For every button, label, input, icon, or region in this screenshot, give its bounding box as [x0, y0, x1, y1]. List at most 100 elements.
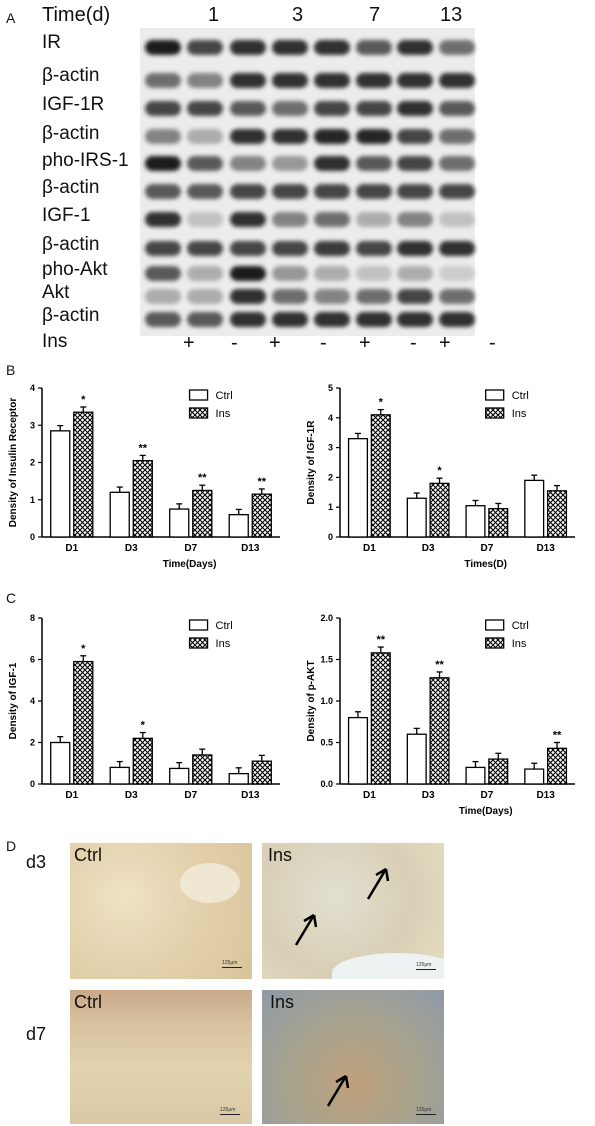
bar-ins: [192, 489, 213, 538]
legend-swatch-ctrl: [188, 389, 209, 401]
blot-band: [230, 40, 266, 55]
blot-band: [230, 184, 266, 199]
ins-sign: -: [410, 332, 417, 354]
y-tick-label: 2.0: [320, 613, 333, 623]
blot-row-label: IR: [42, 32, 61, 53]
blot-row-label: β-actin: [42, 305, 100, 326]
blot-band: [397, 266, 433, 281]
scale-bar-label: 125μm: [416, 1107, 432, 1113]
x-tick-label: D7: [480, 790, 493, 801]
y-tick-label: 0: [30, 779, 35, 789]
chart-insulin-receptor: 0 1 2 3 4 * D1 ** D3 ** D7 ** D13 Density of Insulin …: [8, 383, 280, 570]
blot-band: [439, 266, 475, 281]
x-tick-label: D13: [536, 790, 555, 801]
scale-bar: [416, 969, 436, 970]
blot-band: [145, 266, 181, 281]
bar-ctrl: [109, 491, 130, 538]
bar-ctrl: [465, 505, 486, 538]
y-tick-label: 0: [30, 532, 35, 542]
blot-band: [397, 289, 433, 304]
bar-ins: [251, 493, 272, 538]
ins-sign: +: [183, 332, 195, 354]
blot-row-label: Akt: [42, 282, 70, 303]
y-tick-label: 0.0: [320, 779, 333, 789]
bar-ctrl: [406, 497, 427, 538]
blot-band: [439, 129, 475, 144]
blot-band: [230, 312, 266, 327]
blot-band: [314, 212, 350, 227]
bar-ins: [370, 652, 391, 785]
image-title: Ins: [268, 845, 293, 865]
histology-image-d3-ins: Ins 125μm: [262, 843, 444, 979]
blot-row-label: pho-Akt: [42, 259, 108, 280]
y-tick-label: 5: [328, 383, 333, 393]
blot-band: [314, 40, 350, 55]
blot-band: [145, 312, 181, 327]
scale-bar: [416, 1114, 436, 1115]
scale-bar: [220, 1114, 240, 1115]
legend-swatch-ctrl: [485, 619, 505, 631]
blot-band: [230, 73, 266, 88]
significance-mark: **: [257, 476, 266, 488]
x-axis-label: Time(Days): [459, 806, 513, 817]
y-tick-label: 0: [328, 532, 333, 542]
blot-band: [314, 184, 350, 199]
legend-swatch-ins: [485, 407, 505, 419]
x-tick-label: D7: [480, 543, 493, 554]
bar-ins: [429, 482, 450, 538]
ins-row-label: Ins: [42, 331, 68, 352]
blot-band: [145, 40, 181, 55]
bar-ctrl: [50, 430, 71, 538]
image-title: Ctrl: [74, 992, 102, 1012]
x-axis-label: Times(D): [464, 559, 507, 570]
y-tick-label: 6: [30, 655, 35, 665]
x-tick-label: D3: [125, 790, 138, 801]
blot-row-label: β-actin: [42, 234, 100, 255]
scale-bar-label: 125μm: [416, 962, 432, 968]
y-tick-label: 1: [30, 495, 35, 505]
bar-ctrl: [109, 766, 130, 785]
blot-band: [439, 73, 475, 88]
blot-band: [145, 184, 181, 199]
blot-band: [230, 266, 266, 281]
blot-band: [314, 101, 350, 116]
blot-band: [145, 129, 181, 144]
blot-band: [356, 40, 392, 55]
blot-band: [356, 241, 392, 256]
y-tick-label: 8: [30, 613, 35, 623]
x-tick-label: D3: [125, 543, 138, 554]
blot-band: [397, 312, 433, 327]
x-tick-label: D7: [184, 790, 197, 801]
blot-band: [187, 101, 223, 116]
blot-band: [187, 266, 223, 281]
scale-bar-label: 125μm: [220, 1107, 236, 1113]
blot-band: [187, 73, 223, 88]
timepoint-label: 3: [292, 4, 304, 26]
blot-band: [230, 212, 266, 227]
bar-ins: [73, 411, 94, 538]
arrow-icon: [326, 1074, 350, 1107]
blot-row-label: pho-IRS-1: [42, 150, 129, 171]
timepoint-label: 1: [208, 4, 220, 26]
x-tick-label: D1: [363, 790, 376, 801]
blot-band: [397, 40, 433, 55]
blot-band: [397, 129, 433, 144]
legend-swatch-ctrl: [188, 619, 209, 631]
bar-ins: [73, 660, 94, 785]
blot-band: [356, 289, 392, 304]
histology-image-d7-ins: Ins 125μm: [262, 990, 444, 1124]
legend-label-ins: Ins: [512, 638, 527, 650]
bar-ins: [370, 414, 391, 538]
x-tick-label: D13: [536, 543, 555, 554]
blot-band: [272, 156, 308, 171]
blot-band: [439, 184, 475, 199]
blot-band: [187, 241, 223, 256]
blot-band: [272, 184, 308, 199]
blot-band: [439, 40, 475, 55]
row-label-d3: d3: [26, 852, 47, 872]
time-header: Time(d): [42, 4, 111, 26]
legend-label-ins: Ins: [216, 408, 231, 420]
y-tick-label: 3: [328, 443, 333, 453]
blot-band: [187, 289, 223, 304]
timepoint-label: 7: [369, 4, 381, 26]
